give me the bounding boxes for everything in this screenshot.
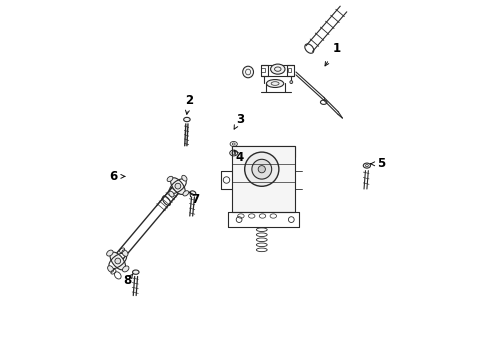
Ellipse shape [183,191,188,196]
Bar [261,68,264,72]
Bar [231,146,294,212]
Ellipse shape [182,175,186,181]
Ellipse shape [289,81,292,84]
Ellipse shape [122,250,128,256]
Text: 2: 2 [184,94,192,107]
Ellipse shape [122,266,129,272]
Ellipse shape [167,176,172,181]
Ellipse shape [242,66,253,78]
Polygon shape [231,146,294,157]
Ellipse shape [251,159,271,179]
Ellipse shape [132,270,139,274]
Text: 3: 3 [235,113,244,126]
Ellipse shape [244,152,278,186]
Ellipse shape [270,64,285,74]
Ellipse shape [363,163,370,168]
Text: 7: 7 [190,193,199,206]
Ellipse shape [170,178,185,194]
Ellipse shape [110,252,125,270]
Ellipse shape [115,258,121,264]
Ellipse shape [106,250,113,256]
Ellipse shape [266,80,283,87]
Text: 1: 1 [331,42,340,55]
Ellipse shape [183,117,190,122]
Ellipse shape [168,191,174,197]
Ellipse shape [107,266,113,272]
Bar [287,68,291,72]
Text: 4: 4 [235,151,244,164]
Text: 5: 5 [376,157,385,170]
Text: 8: 8 [123,274,131,287]
Text: 6: 6 [109,170,117,183]
Ellipse shape [190,191,195,195]
Ellipse shape [175,183,181,189]
Ellipse shape [258,166,265,173]
